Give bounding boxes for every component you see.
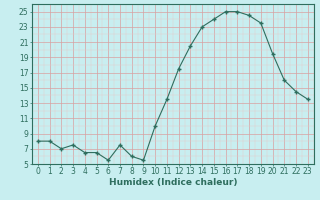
X-axis label: Humidex (Indice chaleur): Humidex (Indice chaleur) [108, 178, 237, 187]
